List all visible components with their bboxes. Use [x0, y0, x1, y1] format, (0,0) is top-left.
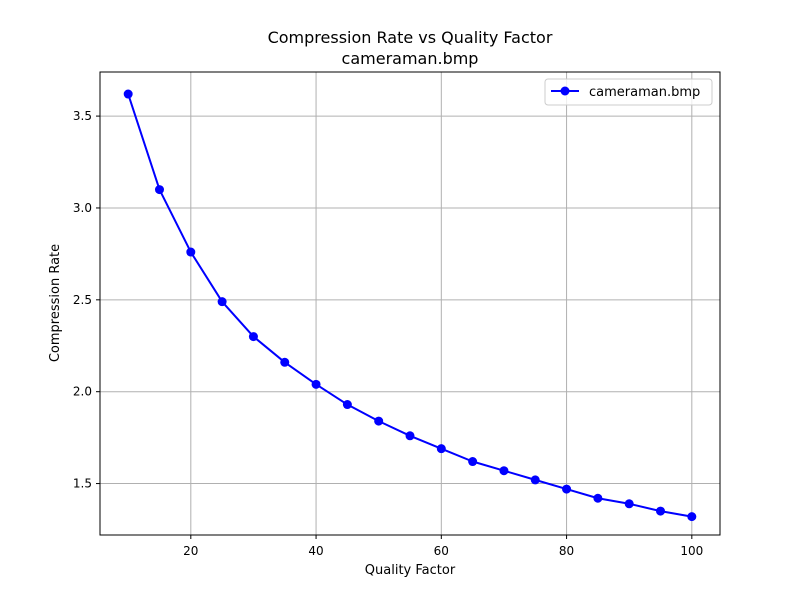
y-axis-label: Compression Rate — [48, 244, 63, 362]
x-axis-label: Quality Factor — [365, 563, 456, 578]
series-line — [127, 93, 692, 518]
series-layer — [123, 89, 697, 522]
legend: cameraman.bmp — [544, 78, 713, 106]
y-axis-ticks: 1.5 2.0 2.5 3.0 3.5 — [73, 109, 100, 491]
data-point — [217, 297, 227, 307]
data-point — [562, 484, 572, 494]
chart-subtitle: cameraman.bmp — [342, 49, 479, 68]
data-point — [405, 431, 415, 441]
legend-box — [544, 78, 713, 106]
data-point — [624, 499, 634, 509]
plot-area-frame — [99, 71, 721, 536]
data-point — [593, 493, 603, 503]
legend-entry-label: cameraman.bmp — [589, 85, 700, 100]
x-axis-ticks: 20 40 60 80 100 — [183, 535, 703, 558]
data-point — [123, 89, 133, 99]
y-tick-label: 2.5 — [73, 293, 92, 307]
data-point — [374, 416, 384, 426]
y-tick-label: 3.5 — [73, 109, 92, 123]
data-point — [499, 466, 509, 476]
data-point — [186, 247, 196, 257]
data-point — [436, 444, 446, 454]
data-point — [687, 512, 697, 522]
chart-title: Compression Rate vs Quality Factor — [268, 28, 553, 47]
y-tick-label: 2.0 — [73, 385, 92, 399]
data-point — [280, 357, 290, 367]
x-tick-label: 100 — [680, 544, 703, 558]
x-tick-label: 40 — [308, 544, 323, 558]
x-tick-label: 80 — [559, 544, 574, 558]
legend-marker-swatch — [560, 86, 570, 96]
grid — [100, 72, 720, 535]
y-tick-label: 3.0 — [73, 201, 92, 215]
data-point — [656, 506, 666, 516]
data-point — [530, 475, 540, 485]
y-tick-label: 1.5 — [73, 477, 92, 491]
data-point — [311, 379, 321, 389]
data-point — [468, 457, 478, 467]
x-tick-label: 60 — [434, 544, 449, 558]
data-point — [154, 185, 164, 195]
x-tick-label: 20 — [183, 544, 198, 558]
data-point — [342, 400, 352, 410]
data-point — [248, 332, 258, 342]
